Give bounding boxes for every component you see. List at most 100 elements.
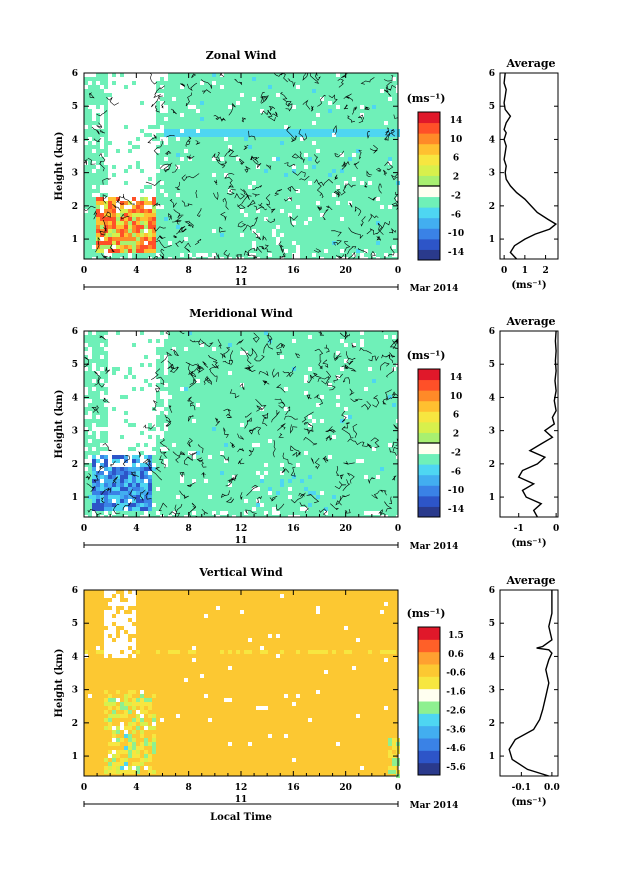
heatmap-cell	[136, 455, 140, 459]
heatmap-cell	[136, 201, 140, 205]
y-tick-label: 5	[72, 102, 78, 112]
heatmap-cell	[112, 754, 116, 758]
heatmap-cell	[112, 447, 116, 451]
heatmap-cell	[132, 479, 136, 483]
contour-line	[346, 472, 355, 484]
heatmap-cell	[328, 101, 332, 105]
contour-line	[252, 231, 262, 241]
heatmap-cell	[144, 89, 148, 93]
heatmap-cell	[144, 161, 148, 165]
heatmap-cell	[132, 742, 136, 746]
heatmap-cell	[128, 157, 132, 161]
heatmap-cell	[108, 638, 112, 642]
heatmap-cell	[120, 602, 124, 606]
heatmap-cell	[240, 93, 244, 97]
heatmap-cell	[156, 343, 160, 347]
heatmap-cell	[104, 233, 108, 237]
x-tick-label: 20	[339, 266, 352, 276]
heatmap-cell	[84, 351, 88, 355]
heatmap-cell	[124, 165, 128, 169]
colorbar-segment	[418, 738, 440, 751]
heatmap-cell	[336, 73, 340, 77]
heatmap-cell	[144, 209, 148, 213]
heatmap-cell	[108, 495, 112, 499]
contour-line	[174, 503, 183, 514]
heatmap-cell	[112, 105, 116, 109]
heatmap-cell	[324, 670, 328, 674]
heatmap-cell	[372, 133, 376, 137]
heatmap-cell	[136, 105, 140, 109]
contour-line	[183, 456, 193, 466]
contour-line	[102, 211, 111, 219]
contour-line	[382, 395, 389, 405]
heatmap-cell	[112, 463, 116, 467]
heatmap-cell	[104, 403, 108, 407]
heatmap-cell	[148, 419, 152, 423]
y-tick-label: 3	[72, 427, 78, 437]
heatmap-cell	[140, 367, 144, 371]
contour-line	[383, 75, 394, 82]
heatmap-cell	[136, 718, 140, 722]
heatmap-cell	[116, 161, 120, 165]
contour-line	[112, 476, 118, 484]
avg-x-tick-label: 0	[501, 266, 507, 276]
heatmap-cell	[108, 626, 112, 630]
heatmap-cell	[124, 97, 128, 101]
heatmap-cell	[112, 161, 116, 165]
heatmap-cell	[84, 331, 88, 335]
contour-line	[343, 183, 356, 189]
heatmap-cell	[144, 359, 148, 363]
heatmap-cell	[144, 742, 148, 746]
contour-line	[291, 153, 303, 160]
heatmap-cell	[164, 133, 168, 137]
heatmap-cell	[108, 702, 112, 706]
heatmap-cell	[344, 407, 348, 411]
heatmap-cell	[112, 770, 116, 774]
heatmap-cell	[268, 253, 272, 257]
heatmap-cell	[108, 718, 112, 722]
y-tick-label: 2	[72, 719, 78, 729]
contour-line	[379, 489, 387, 496]
heatmap-cell	[132, 499, 136, 503]
contour-line	[276, 348, 282, 356]
heatmap-cell	[192, 133, 196, 137]
contour-line	[344, 241, 351, 252]
heatmap-cell	[192, 105, 196, 109]
heatmap-cell	[88, 694, 92, 698]
heatmap-cell	[384, 602, 388, 606]
heatmap-cell	[252, 245, 256, 249]
heatmap-cell	[108, 447, 112, 451]
heatmap-cell	[120, 475, 124, 479]
heatmap-cell	[96, 427, 100, 431]
contour-line	[149, 466, 163, 481]
heatmap-cell	[140, 475, 144, 479]
heatmap-cell	[152, 153, 156, 157]
heatmap-cell	[144, 451, 148, 455]
heatmap-cell	[120, 487, 124, 491]
heatmap-cell	[112, 157, 116, 161]
heatmap-cell	[148, 475, 152, 479]
heatmap-cell	[144, 331, 148, 335]
heatmap-cell	[148, 173, 152, 177]
heatmap-cell	[340, 133, 344, 137]
contour-line	[87, 157, 96, 165]
contour-line	[339, 494, 350, 502]
heatmap-cell	[96, 467, 100, 471]
heatmap-cell	[104, 634, 108, 638]
heatmap-cell	[116, 387, 120, 391]
heatmap-cell	[264, 133, 268, 137]
heatmap-cell	[116, 213, 120, 217]
heatmap-cell	[364, 511, 368, 515]
y-tick-label: 3	[72, 686, 78, 696]
heatmap-cell	[104, 491, 108, 495]
colorbar-tick-label: -3.6	[446, 725, 465, 735]
heatmap-cell	[132, 706, 136, 710]
contour-line	[239, 382, 245, 390]
heatmap-cell	[132, 245, 136, 249]
heatmap-cell	[84, 387, 88, 391]
heatmap-cell	[112, 602, 116, 606]
heatmap-cell	[108, 650, 112, 654]
avg-x-tick-label: 1	[522, 266, 528, 276]
contour-line	[333, 373, 343, 383]
heatmap-cell	[120, 351, 124, 355]
